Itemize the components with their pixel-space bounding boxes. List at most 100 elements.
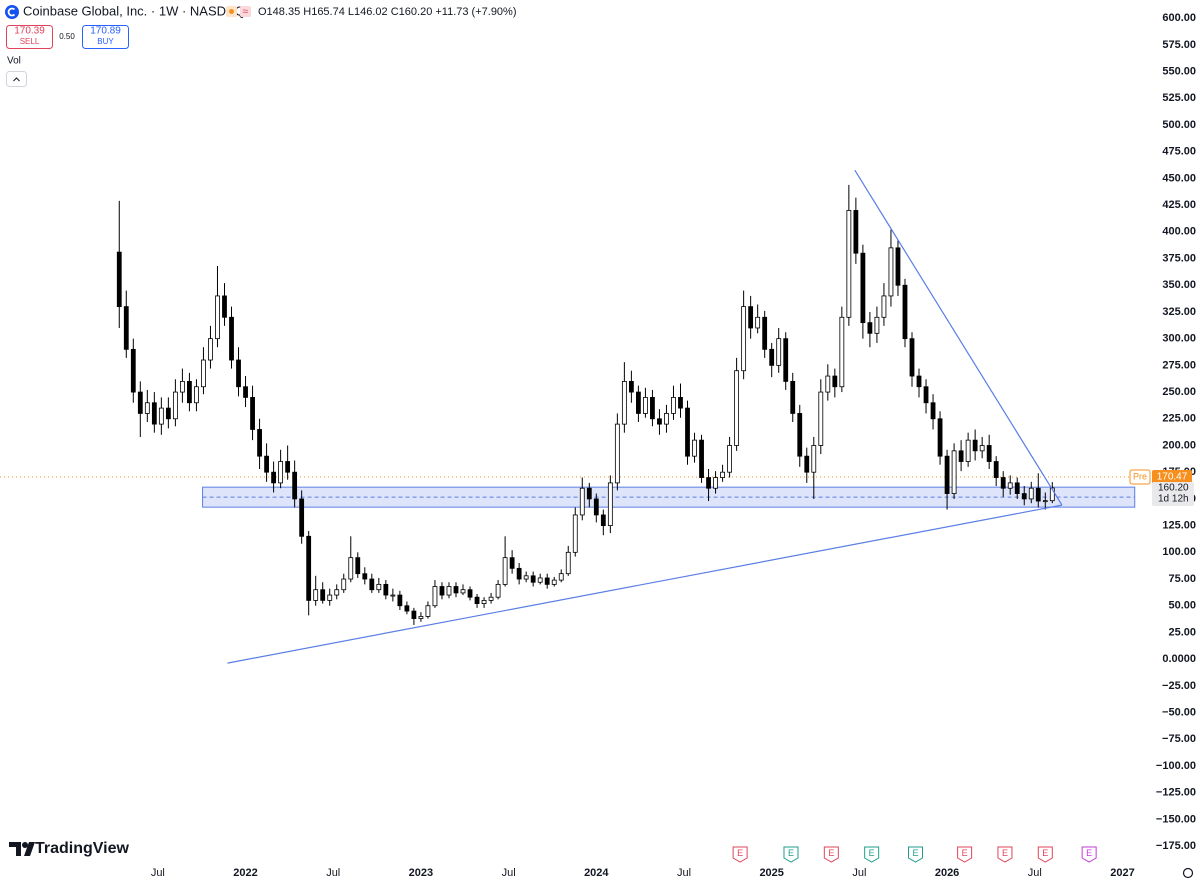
- y-tick-label: 300.00: [1162, 333, 1196, 345]
- candle-body: [776, 338, 782, 366]
- earnings-badge[interactable]: [864, 846, 880, 863]
- candle-body: [664, 413, 669, 425]
- earnings-label: E: [962, 848, 968, 858]
- candle-body: [1007, 482, 1013, 489]
- candle-body: [972, 439, 978, 452]
- y-tick-label: −150.00: [1156, 813, 1196, 825]
- trendline: [227, 504, 1063, 664]
- y-tick-label: 0.0000: [1162, 653, 1196, 665]
- candle-body: [116, 251, 122, 308]
- y-tick-label: 550.00: [1162, 65, 1196, 77]
- candle-body: [481, 599, 487, 605]
- candle-body: [362, 573, 368, 580]
- candle-body: [502, 557, 508, 585]
- brand-logo[interactable]: [9, 842, 35, 856]
- candle-body: [439, 586, 445, 596]
- candle-body: [165, 407, 171, 420]
- y-tick-label: −50.00: [1162, 706, 1196, 718]
- candle-body: [797, 413, 803, 457]
- y-tick-label: 600.00: [1162, 12, 1196, 24]
- data-icon[interactable]: [240, 6, 251, 17]
- candle-body: [586, 487, 592, 500]
- buy-button[interactable]: [82, 25, 129, 49]
- candle-body: [720, 471, 725, 478]
- candle-body: [1035, 487, 1041, 502]
- chart-title[interactable]: Coinbase Global, Inc. · 1W · NASDAQ: [23, 3, 245, 18]
- earnings-badge[interactable]: [823, 846, 839, 863]
- y-tick-label: 450.00: [1162, 172, 1196, 184]
- sell-button[interactable]: [6, 25, 53, 49]
- candle-body: [306, 535, 312, 601]
- candle-body: [179, 380, 185, 393]
- x-tick-label: Jul: [502, 867, 516, 879]
- candle-body: [172, 391, 178, 420]
- candle-body: [853, 210, 859, 254]
- earnings-badge[interactable]: [1081, 846, 1097, 863]
- plot-area: [0, 169, 1136, 664]
- y-tick-label: 525.00: [1162, 92, 1196, 104]
- candle-body: [755, 316, 761, 329]
- candle-body: [607, 482, 613, 527]
- y-tick-label: 350.00: [1162, 279, 1196, 291]
- collapse-button[interactable]: [6, 71, 27, 87]
- earnings-badge[interactable]: [908, 846, 924, 863]
- candle-body: [530, 575, 536, 583]
- candle-body: [832, 375, 838, 388]
- y-tick-label: −75.00: [1162, 733, 1196, 745]
- candle-body: [236, 359, 241, 388]
- candle-body: [944, 455, 950, 494]
- candle-body: [909, 338, 915, 377]
- x-tick-label: Jul: [151, 867, 165, 879]
- ohlc-readout: O148.35 H165.74 L146.02 C160.20 +11.73 (…: [258, 6, 517, 18]
- earnings-badge[interactable]: [957, 846, 973, 863]
- candle-body: [804, 455, 810, 473]
- x-tick-label: 2022: [233, 867, 257, 879]
- candle-body: [986, 445, 992, 462]
- trendline: [854, 169, 1063, 506]
- candle-body: [123, 306, 129, 350]
- earnings-badge[interactable]: [997, 846, 1013, 863]
- earnings-badge[interactable]: [732, 846, 748, 863]
- y-tick-label: −25.00: [1162, 680, 1196, 692]
- candle-body: [790, 380, 796, 414]
- y-tick-label: 75.00: [1168, 573, 1196, 585]
- last-price: 160.20: [1158, 483, 1189, 494]
- x-tick-label: Jul: [326, 867, 340, 879]
- candle-body: [699, 439, 704, 478]
- candle-body: [867, 322, 873, 334]
- candle-body: [727, 445, 732, 473]
- y-tick-label: 100.00: [1162, 546, 1196, 558]
- sell-label: SELL: [20, 37, 40, 46]
- candle-body: [657, 418, 662, 425]
- settings-icon[interactable]: [1182, 867, 1194, 879]
- x-tick-label: 2024: [584, 867, 609, 879]
- brand-name[interactable]: TradingView: [35, 840, 130, 857]
- candle-body: [1028, 487, 1034, 500]
- candle-body: [825, 375, 831, 393]
- candle-body: [516, 567, 522, 580]
- candle-body: [937, 418, 943, 457]
- data-icon-glyph: ≈: [243, 7, 249, 18]
- candle-body: [888, 247, 894, 297]
- candle-body: [271, 471, 277, 484]
- candle-body: [495, 583, 501, 598]
- candle-body: [1000, 477, 1006, 489]
- y-tick-label: 400.00: [1162, 226, 1196, 238]
- premarket-tag: [1129, 469, 1151, 485]
- candle-body: [215, 295, 220, 340]
- candle-body: [958, 450, 964, 462]
- earnings-badge[interactable]: [1037, 846, 1053, 863]
- y-tick-label: 125.00: [1162, 520, 1196, 532]
- earnings-label: E: [869, 848, 875, 858]
- earnings-badge[interactable]: [783, 846, 799, 863]
- x-tick-label: Jul: [677, 867, 691, 879]
- candle-body: [902, 284, 908, 340]
- volume-label: Vol: [7, 56, 21, 67]
- candle-body: [411, 610, 417, 619]
- candle-body: [208, 338, 213, 361]
- candle-body: [558, 573, 564, 581]
- candle-body: [979, 445, 985, 452]
- candle-body: [151, 402, 157, 425]
- candle-body: [453, 586, 459, 594]
